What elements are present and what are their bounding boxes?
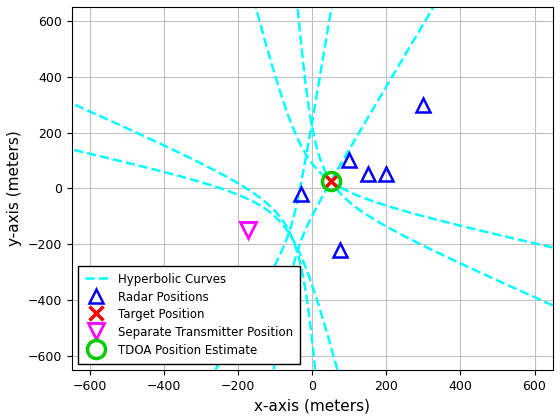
Hyperbolic Curves bbox=[549, 245, 556, 250]
Radar Positions bbox=[383, 172, 390, 177]
Hyperbolic Curves bbox=[253, 5, 259, 10]
Radar Positions bbox=[420, 102, 427, 107]
X-axis label: x-axis (meters): x-axis (meters) bbox=[254, 398, 370, 413]
Radar Positions bbox=[346, 158, 353, 163]
Line: Hyperbolic Curves: Hyperbolic Curves bbox=[256, 7, 553, 247]
Radar Positions bbox=[365, 172, 371, 177]
Hyperbolic Curves bbox=[440, 219, 447, 224]
Radar Positions bbox=[337, 247, 343, 252]
Hyperbolic Curves bbox=[321, 174, 328, 179]
Hyperbolic Curves bbox=[286, 115, 292, 120]
Y-axis label: y-axis (meters): y-axis (meters) bbox=[7, 131, 22, 246]
Hyperbolic Curves bbox=[254, 10, 260, 15]
Legend: Hyperbolic Curves, Radar Positions, Target Position, Separate Transmitter Positi: Hyperbolic Curves, Radar Positions, Targ… bbox=[77, 265, 300, 364]
Hyperbolic Curves bbox=[326, 178, 333, 183]
Hyperbolic Curves bbox=[328, 179, 334, 184]
Radar Positions bbox=[298, 192, 305, 197]
Line: Radar Positions: Radar Positions bbox=[294, 98, 431, 257]
